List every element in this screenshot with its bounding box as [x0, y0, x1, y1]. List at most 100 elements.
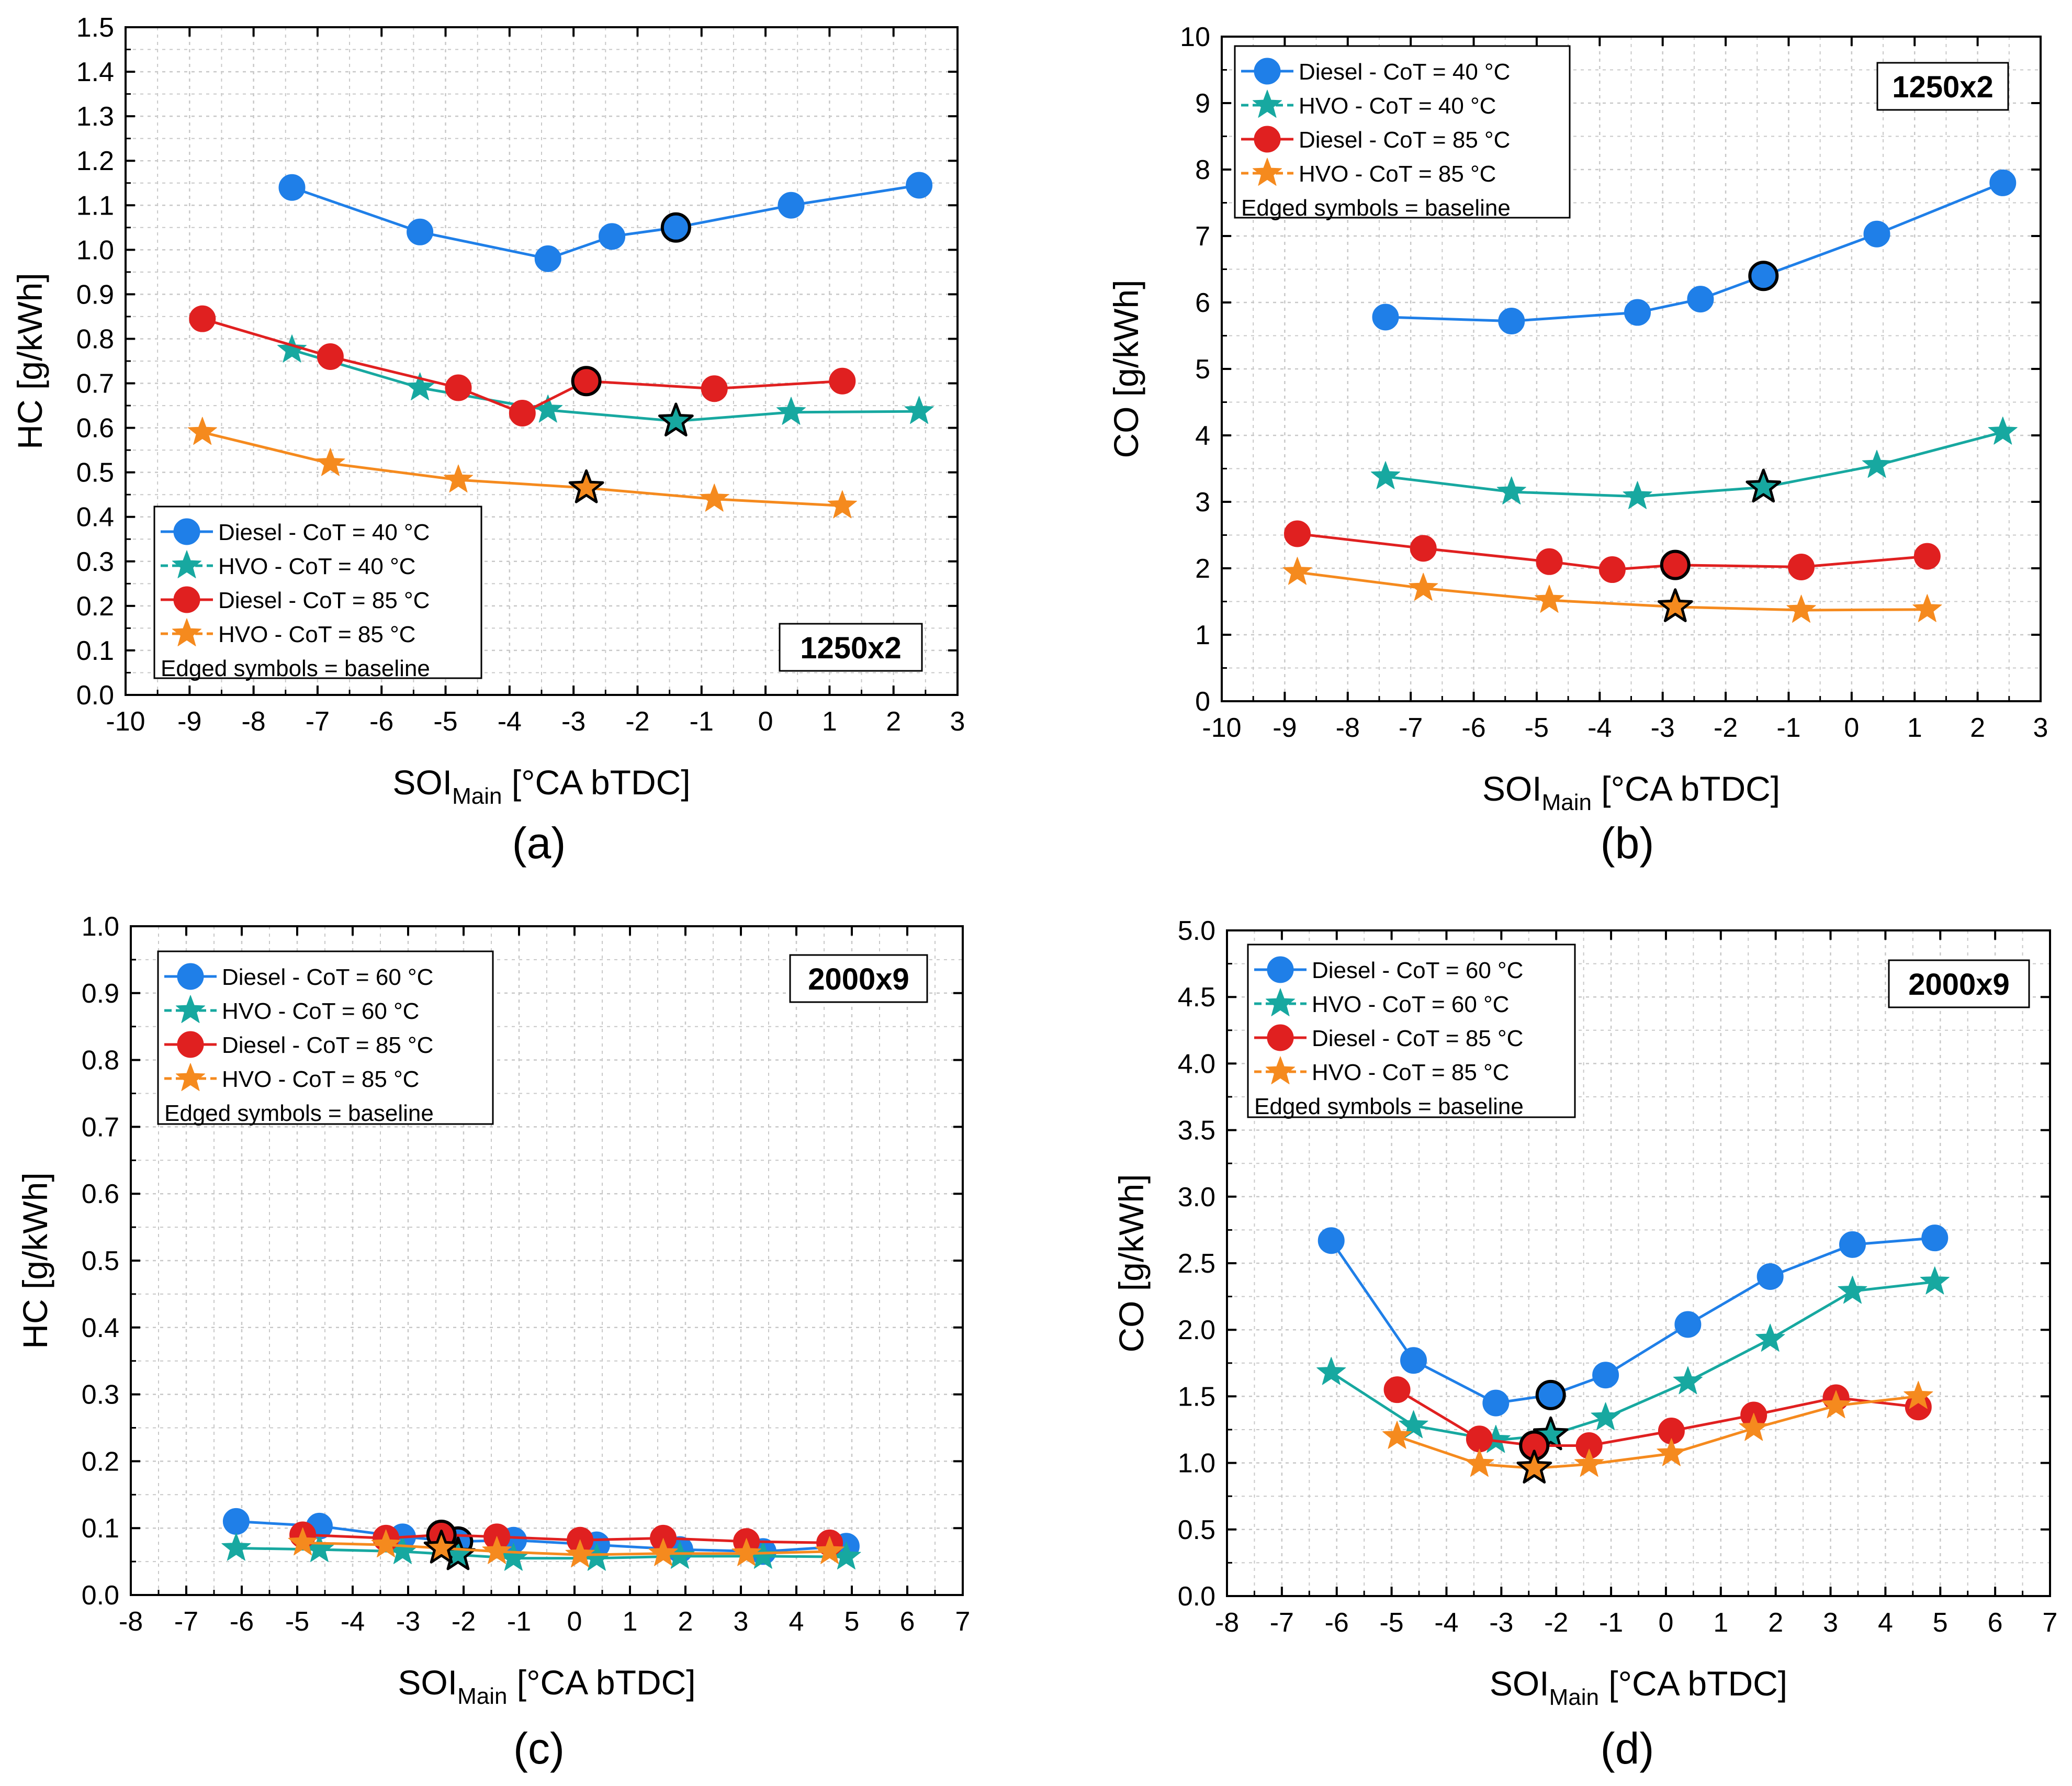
x-tick-label: 2 [1970, 713, 1985, 743]
data-point [1687, 286, 1714, 313]
legend-box [153, 506, 482, 679]
data-point [1282, 557, 1312, 585]
data-point [1316, 1357, 1346, 1385]
y-tick-label: 0.4 [82, 1313, 119, 1343]
legend-marker [1267, 1024, 1294, 1051]
series-line [302, 1541, 830, 1556]
y-tick-label: 6 [1195, 288, 1210, 318]
chart-panel-d: -8 -7 -6 -5 -4 -3 -2 -1 0 1 2 3 4 5 6 7 0.0 0.5 1.0 1.5 2.0 2… [1112, 916, 2057, 1773]
y-tick-label: 1.0 [82, 912, 119, 942]
legend-entry: Diesel - CoT = 85 °C [222, 1032, 433, 1058]
data-point [1756, 1263, 1784, 1290]
y-tick-label: 0.5 [76, 458, 114, 488]
data-point-baseline [660, 212, 691, 243]
data-point [1382, 1421, 1412, 1449]
data-point [1862, 450, 1892, 478]
data-point [317, 343, 344, 370]
x-axis-title-subscript: Main [1549, 1684, 1599, 1710]
data-point [1624, 299, 1651, 326]
legend: Diesel - CoT = 60 °C HVO - CoT = 60 °C Die… [1247, 943, 1576, 1119]
x-tick-label: -3 [1651, 713, 1675, 743]
data-point [1657, 1438, 1686, 1466]
x-tick-label: 0 [1658, 1608, 1673, 1638]
data-point [1370, 461, 1401, 489]
legend-marker [172, 618, 202, 646]
y-tick-label: 9 [1195, 88, 1210, 119]
chart-panel-a: -10 -9 -8 -7 -6 -5 -4 -3 -2 -1 0 1 2 30.00.10.20.30.4… [10, 13, 965, 868]
series-1 [278, 172, 933, 272]
data-point [1592, 1362, 1619, 1389]
legend-entry: Diesel - CoT = 60 °C [1312, 958, 1523, 983]
data-point-baseline [1746, 468, 1782, 503]
data-point [534, 245, 561, 272]
legend-marker [173, 586, 200, 613]
chart-panel-c: -8 -7 -6 -5 -4 -3 -2 -1 0 1 2 3 4 5 6 7 0.0 0.1 0.2 0.3 0.4 0… [16, 912, 970, 1773]
series-line [202, 431, 842, 507]
x-tick-label: -5 [285, 1607, 309, 1637]
data-point [1863, 220, 1890, 248]
data-point [1482, 1389, 1510, 1417]
x-tick-label: 0 [758, 706, 773, 737]
data-point [187, 417, 217, 445]
legend-entry: HVO - CoT = 85 °C [222, 1066, 419, 1092]
legend-marker [172, 550, 202, 578]
series-line [1297, 571, 1928, 612]
legend-entry: Diesel - CoT = 85 °C [1312, 1026, 1523, 1051]
x-tick-label: -2 [1714, 713, 1738, 743]
data-point [1372, 304, 1399, 331]
legend-box [157, 950, 494, 1125]
data-point [1755, 1323, 1785, 1352]
data-point [1821, 1390, 1851, 1419]
data-point-baseline [1660, 549, 1691, 580]
x-axis-title: SOIMain [°CA bTDC] [1482, 769, 1780, 815]
data-point [776, 397, 806, 425]
x-tick-label: 1 [1713, 1608, 1728, 1638]
x-tick-label: 0 [1844, 713, 1859, 743]
data-point [1410, 535, 1437, 562]
y-tick-label: 5 [1195, 354, 1210, 385]
x-tick-label: -9 [1273, 713, 1297, 743]
x-tick-label: -6 [230, 1607, 254, 1637]
x-tick-label: -3 [1489, 1608, 1513, 1638]
data-point [1920, 1266, 1950, 1295]
x-tick-label: -7 [306, 706, 330, 737]
x-tick-label: -3 [561, 706, 585, 737]
x-tick-label: 7 [955, 1607, 971, 1637]
data-point [189, 305, 216, 332]
x-tick-label: -2 [625, 706, 649, 737]
legend-marker [175, 1063, 206, 1091]
data-point [701, 375, 728, 402]
data-point [904, 396, 934, 424]
y-tick-label: 1.5 [1178, 1381, 1215, 1412]
legend-marker [1252, 89, 1282, 118]
data-point [1466, 1425, 1493, 1453]
y-tick-label: 0.7 [76, 369, 114, 399]
x-axis-title-subscript: Main [1542, 790, 1592, 815]
y-axis-title: HC [g/kWh] [10, 273, 49, 449]
data-point [407, 218, 434, 245]
x-axis-title-rest: [°CA bTDC] [1592, 769, 1780, 808]
data-point [815, 1536, 844, 1564]
x-tick-label: -1 [1776, 713, 1800, 743]
legend-entry: Diesel - CoT = 60 °C [222, 964, 433, 990]
data-point [221, 1533, 251, 1561]
x-tick-label: 3 [734, 1607, 749, 1637]
condition-tag-box [779, 623, 923, 672]
legend-marker [1254, 58, 1281, 85]
y-tick-label: 0.5 [82, 1246, 119, 1276]
x-tick-label: -1 [690, 706, 714, 737]
data-point [1598, 556, 1626, 583]
y-tick-label: 3.5 [1178, 1116, 1215, 1146]
series-2 [1316, 1266, 1950, 1453]
series-line [291, 349, 919, 423]
data-point [906, 172, 933, 199]
y-tick-label: 3 [1195, 487, 1210, 518]
x-axis-title-main: SOI [392, 763, 452, 802]
legend-marker [1267, 956, 1294, 983]
x-axis-title-main: SOI [1482, 769, 1542, 808]
x-tick-label: 7 [2043, 1608, 2058, 1638]
data-point [1788, 553, 1815, 580]
x-tick-label: -2 [1544, 1608, 1568, 1638]
series-1 [1372, 169, 2017, 335]
data-point [1838, 1275, 1867, 1304]
